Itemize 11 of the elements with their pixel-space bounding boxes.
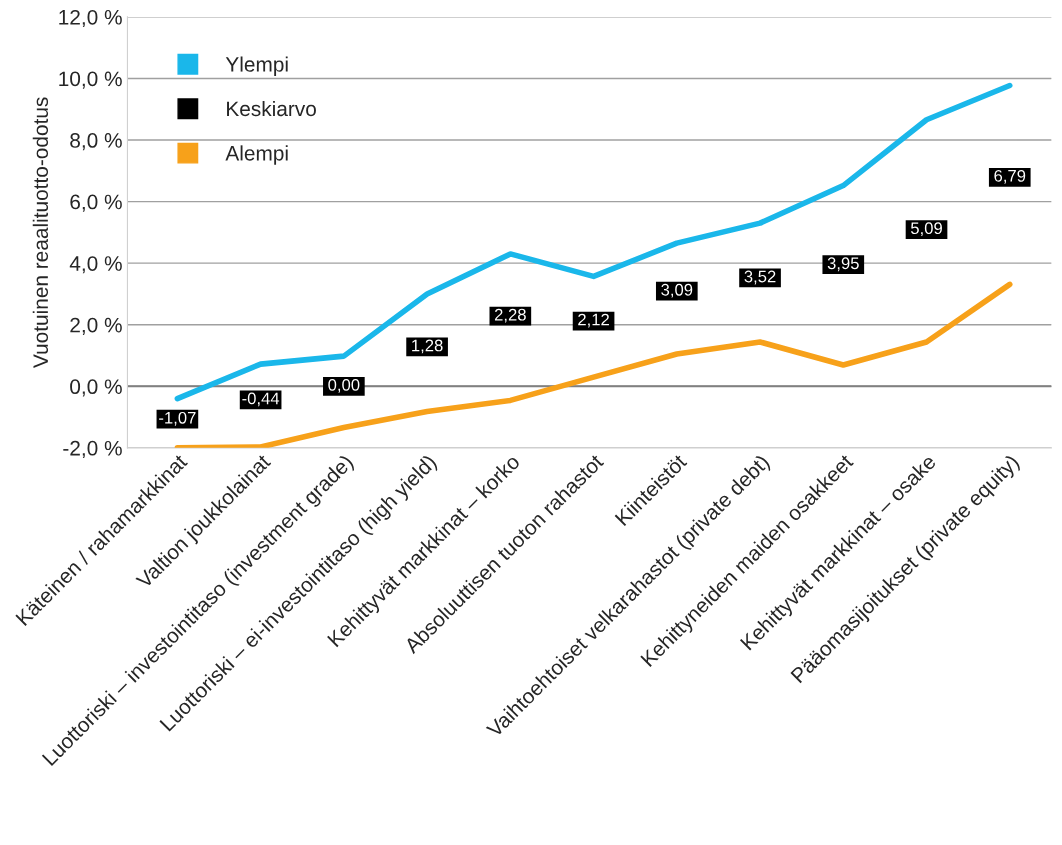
legend-label: Alempi [225, 145, 288, 165]
legend-label: Ylempi [225, 56, 288, 76]
y-tick-label: 8,0 % [70, 133, 122, 151]
y-tick-label: 2,0 % [70, 317, 122, 335]
y-tick-label: 4,0 % [69, 256, 122, 274]
y-tick-label: 10,0 % [59, 71, 122, 89]
legend-label: Keskiarvo [227, 100, 316, 117]
y-tick-label: 12,0 % [59, 9, 122, 28]
y-tick-label: 0,0 % [70, 379, 122, 397]
y-axis-title: Vuotuinen reaalituotto-odotus [32, 97, 49, 368]
y-tick-label: 6,0 % [70, 194, 122, 212]
